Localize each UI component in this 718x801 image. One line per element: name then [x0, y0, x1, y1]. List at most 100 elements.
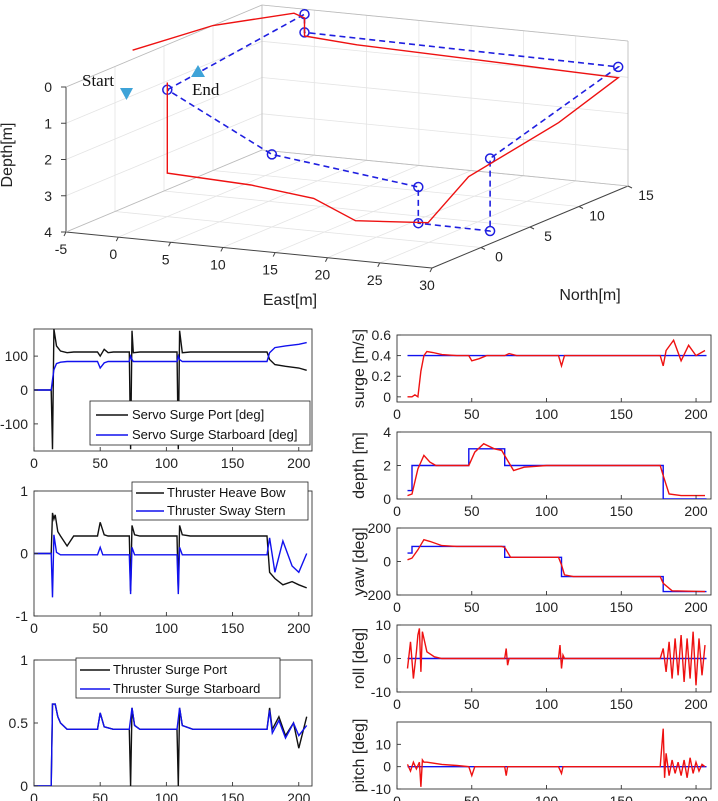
x-tick-mark	[63, 231, 67, 237]
waypoint-marker	[266, 149, 278, 160]
x-tick-label: 100	[535, 406, 559, 422]
series-group	[407, 538, 707, 593]
series-line-depth	[407, 442, 705, 497]
legend-servo-starboard: Servo Surge Starboard [deg]	[132, 427, 298, 442]
x-tick-label: 100	[535, 696, 559, 712]
legend-servo-port: Servo Surge Port [deg]	[132, 407, 264, 422]
zlabel: Depth[m]	[0, 123, 16, 188]
series-line-servo-surge-starboard-deg-	[34, 341, 307, 391]
subplot-servo: 0 50 100 150 200 100 0 -100	[0, 328, 313, 471]
x-tick-label: 30	[419, 277, 435, 293]
x-tick-label: 200	[684, 696, 708, 712]
xlabel: East[m]	[263, 292, 317, 309]
series-line-depth-reference	[407, 448, 707, 499]
x-tick-label: 10	[210, 256, 226, 272]
x-tick-mark	[272, 252, 276, 257]
x-tick-label: 0	[393, 503, 401, 519]
x-tick-label: 0	[393, 793, 401, 801]
z-tick-label: 1	[44, 115, 52, 131]
series-line-pitch	[406, 728, 706, 787]
y-axis-label: surge [m/s]	[351, 329, 368, 408]
series-line-roll	[406, 628, 706, 686]
x-tick-label: -5	[55, 241, 68, 257]
y-tick-label: 0.4	[372, 348, 392, 364]
y-tick-label: 0	[495, 249, 503, 265]
y-axis-label: pitch [deg]	[351, 719, 368, 793]
y-tick-label: 2	[383, 458, 391, 474]
series-line-thruster-sway-stern	[34, 534, 308, 598]
axis-east	[65, 231, 433, 269]
end-marker	[191, 65, 205, 77]
series-line-servo-surge-port-deg-	[34, 329, 307, 450]
series-group	[34, 329, 307, 450]
x-tick-mark	[115, 236, 119, 242]
y-tick-mark	[529, 226, 535, 230]
y-axis-label: depth [m]	[351, 432, 368, 499]
x-tick-label: 0	[30, 790, 38, 801]
y-tick-label: 5	[544, 228, 552, 244]
box-top-back	[261, 4, 629, 42]
y-tick-label: -10	[371, 684, 391, 700]
x-tick-mark	[429, 267, 433, 273]
series-group	[34, 512, 308, 598]
subplot-surge: 0 50 100 150 200 0.6 0.4 0.2 0 surge [m/s]	[351, 327, 712, 422]
legend-servo: Servo Surge Port [deg] Servo Surge Starb…	[89, 400, 311, 446]
box-top-left	[65, 4, 263, 88]
x-tick-label: 150	[610, 599, 634, 615]
series-line-surge	[407, 338, 706, 399]
series-group	[407, 338, 707, 399]
y-tick-label: 10	[375, 736, 391, 752]
plot-frame	[396, 334, 712, 403]
legend-heave-bow: Thruster Heave Bow	[167, 485, 286, 500]
z-tick-label: 3	[44, 188, 52, 204]
trajectory-path	[132, 12, 620, 224]
y-tick-label: 1	[20, 483, 28, 499]
series-group	[406, 728, 707, 787]
x-tick-label: 150	[221, 790, 245, 801]
z-tick-label: 2	[44, 152, 52, 168]
legend-thruster-surge: Thruster Surge Port Thruster Surge Starb…	[75, 657, 281, 699]
x-tick-label: 150	[610, 696, 634, 712]
x-tick-label: 25	[367, 272, 383, 288]
y-tick-mark	[627, 185, 633, 189]
x-tick-label: 0	[109, 246, 117, 262]
trajectory-3d-plot: -5 0 5 10 15 20 25 30 0 5 10 15 0 1 2 3 4 Depth[m] East[…	[0, 4, 654, 309]
end-annotation: End	[192, 80, 220, 99]
floor-grid-north	[163, 190, 531, 228]
legend-surge-port: Thruster Surge Port	[113, 662, 228, 677]
left-grid-depth	[65, 77, 263, 160]
x-tick-label: 100	[535, 793, 559, 801]
trajectory-3d-ticks: -5 0 5 10 15 20 25 30 0 5 10 15 0 1 2 3 4	[44, 79, 654, 293]
subplot-depth: 0 50 100 150 200 0 2 4 depth [m]	[351, 424, 712, 519]
y-tick-label: 0	[383, 759, 391, 775]
y-tick-label: 0	[383, 651, 391, 667]
y-tick-label: 4	[383, 424, 391, 440]
series-line-yaw	[407, 538, 706, 593]
x-tick-label: 20	[315, 267, 331, 283]
legend-sway-stern: Thruster Sway Stern	[167, 503, 286, 518]
x-tick-label: 50	[464, 599, 480, 615]
y-tick-label: 1	[20, 652, 28, 668]
series-line-thruster-surge-starboard	[34, 703, 308, 786]
y-tick-mark	[480, 247, 486, 250]
series-group	[34, 703, 308, 786]
x-tick-label: 150	[221, 455, 245, 471]
y-tick-label: 0	[383, 554, 391, 570]
x-tick-label: 200	[684, 503, 708, 519]
x-tick-label: 150	[610, 503, 634, 519]
x-tick-label: 5	[162, 251, 170, 267]
x-tick-label: 50	[92, 455, 108, 471]
y-tick-label: 0.2	[372, 368, 392, 384]
x-tick-mark	[168, 242, 172, 247]
plot-frame	[396, 721, 712, 790]
y-tick-mark	[578, 206, 584, 209]
x-tick-label: 100	[155, 620, 179, 636]
back-grid-depth	[261, 113, 629, 151]
x-tick-label: 100	[535, 503, 559, 519]
legend-thruster-heave-sway: Thruster Heave Bow Thruster Sway Stern	[131, 481, 309, 521]
x-tick-label: 200	[684, 406, 708, 422]
x-tick-label: 150	[610, 793, 634, 801]
trajectory-3d-series	[132, 8, 624, 237]
y-tick-label: 0	[383, 491, 391, 507]
waypoint-marker	[484, 225, 496, 237]
